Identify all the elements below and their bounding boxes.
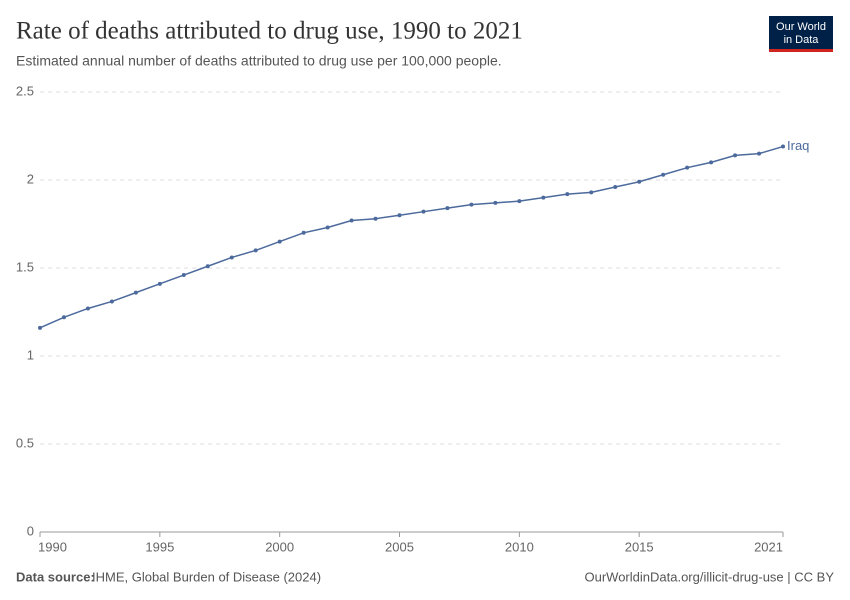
point [277,239,282,244]
logo[interactable] [769,16,833,52]
logo-text: in Data [784,34,820,46]
point [205,264,210,269]
x-tick-label: 2015 [625,539,654,554]
y-tick-label: 1 [27,347,34,362]
point [109,299,114,304]
point [541,195,546,200]
line [39,145,784,329]
point [421,209,426,214]
point [61,315,66,320]
point [349,218,354,223]
point [133,290,138,295]
y-tick-label: 1.5 [16,259,34,274]
source: IHME, Global Burden of Disease (2024) [92,569,321,584]
x-tick-label: 1990 [38,539,67,554]
point [38,325,42,330]
point [469,202,474,207]
chart-title: Rate of deaths attributed to drug use, 1… [16,18,523,45]
x-tick-label: 2010 [505,539,534,554]
point [445,206,450,211]
point [157,281,162,286]
point [397,213,402,218]
y-tick-label: 0.5 [16,435,34,450]
point [709,160,714,165]
x-tick-label: 2000 [265,539,294,554]
point [733,153,738,158]
point [685,165,690,170]
chart-subtitle: Estimated annual number of deaths attrib… [16,53,502,69]
point [493,200,498,205]
x-tick-label: 2005 [385,539,414,554]
point [637,179,642,184]
point [589,190,594,195]
y-tick-label: 0 [27,523,34,538]
point [181,273,186,278]
point [781,144,785,149]
x-tick-label: 2021 [754,539,783,554]
logo-text: Our World [776,21,826,33]
source-label: Data source: [16,569,95,584]
series-label: Iraq [787,138,809,153]
point [253,248,258,253]
y-tick-label: 2.5 [16,83,34,98]
point [517,199,522,204]
x-tick-label: 1995 [145,539,174,554]
y-tick-label: 2 [27,171,34,186]
point [301,230,306,235]
logo-bar [769,49,833,52]
point [613,185,618,190]
point [325,225,330,230]
point [757,151,762,156]
point [229,255,234,260]
point [373,216,378,221]
url[interactable]: OurWorldinData.org/illicit-drug-use | CC… [585,569,835,584]
point [565,192,570,197]
point [661,172,666,177]
point [85,306,90,311]
